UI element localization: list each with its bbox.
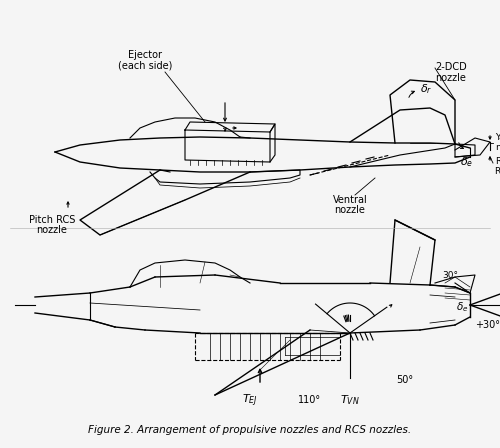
Text: 30°: 30°	[442, 271, 458, 280]
Text: +30°: +30°	[475, 320, 500, 330]
Text: RCS nozzle: RCS nozzle	[495, 168, 500, 177]
Text: Yaw RCS: Yaw RCS	[495, 134, 500, 142]
Text: nozzle: nozzle	[435, 73, 466, 83]
Text: Figure 2. Arrangement of propulsive nozzles and RCS nozzles.: Figure 2. Arrangement of propulsive nozz…	[88, 425, 411, 435]
Text: $T_{EJ}$: $T_{EJ}$	[242, 393, 258, 409]
Text: $T_{VN}$: $T_{VN}$	[340, 393, 360, 407]
Text: Ventral: Ventral	[332, 195, 368, 205]
Text: nozzle: nozzle	[495, 143, 500, 152]
Text: (each side): (each side)	[118, 60, 172, 70]
Text: Ejector: Ejector	[128, 50, 162, 60]
Text: 2-DCD: 2-DCD	[435, 62, 467, 72]
Text: 50°: 50°	[396, 375, 413, 385]
Text: $\delta_e$: $\delta_e$	[456, 300, 468, 314]
Text: nozzle: nozzle	[36, 225, 68, 235]
Text: 110°: 110°	[298, 395, 322, 405]
Text: Roll/pitch: Roll/pitch	[495, 158, 500, 167]
Text: nozzle: nozzle	[334, 205, 366, 215]
Text: $\delta_e$: $\delta_e$	[460, 155, 473, 169]
Text: $\delta_r$: $\delta_r$	[420, 82, 432, 96]
Text: Pitch RCS: Pitch RCS	[29, 215, 75, 225]
